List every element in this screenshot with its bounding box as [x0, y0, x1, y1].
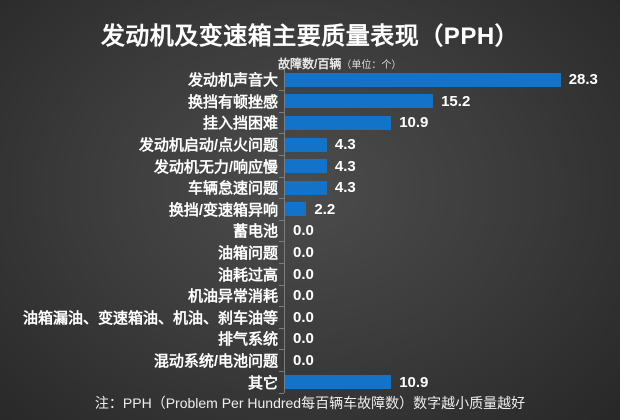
bar-area: 10.9	[285, 112, 428, 134]
bar-area: 0.0	[285, 220, 314, 242]
bar-area: 0.0	[285, 242, 314, 264]
bar-row: 发动机声音大 28.3	[0, 69, 620, 91]
category-label: 发动机启动/点火问题	[138, 137, 278, 155]
value-axis-caption: 故障数/百辆（单位：个）	[278, 55, 401, 72]
axis-tick	[279, 284, 284, 286]
bar-row: 混动系统/电池问题 0.0	[0, 350, 620, 372]
category-label: 发动机无力/响应慢	[153, 158, 278, 176]
bar-row: 油箱问题 0.0	[0, 242, 620, 264]
bar-value-label: 4.3	[334, 179, 356, 197]
category-label: 换挡有顿挫感	[187, 93, 278, 111]
footnote: 注：PPH（Problem Per Hundred每百辆车故障数）数字越小质量越…	[94, 395, 526, 411]
bar-row: 油耗过高 0.0	[0, 263, 620, 285]
category-label: 混动系统/电池问题	[153, 353, 278, 371]
bar-area: 28.3	[285, 69, 598, 91]
bar-area: 4.3	[285, 134, 356, 156]
bar-row: 车辆怠速问题 4.3	[0, 177, 620, 199]
bar-value-label: 10.9	[399, 373, 429, 391]
category-label: 其它	[247, 374, 278, 392]
axis-tick	[279, 68, 284, 70]
axis-tick	[279, 111, 284, 113]
bar-value-label: 4.3	[334, 157, 356, 175]
axis-tick	[279, 133, 284, 135]
bar-area: 0.0	[285, 328, 314, 350]
bar	[285, 137, 327, 152]
value-axis	[279, 68, 285, 394]
bar-value-label: 0.0	[293, 308, 314, 326]
bar-area: 4.3	[285, 177, 356, 199]
axis-tick	[279, 219, 284, 221]
bar	[285, 375, 392, 390]
bar-value-label: 28.3	[568, 71, 598, 89]
bar-value-label: 15.2	[441, 92, 471, 110]
category-label: 车辆怠速问题	[187, 180, 278, 198]
bar	[285, 94, 434, 109]
bar-value-label: 2.2	[314, 200, 336, 218]
bar	[285, 180, 327, 195]
axis-tick	[279, 176, 284, 178]
bar-area: 0.0	[285, 307, 314, 329]
bar-row: 发动机启动/点火问题 4.3	[0, 134, 620, 156]
chart-title: 发动机及变速箱主要质量表现（PPH）	[100, 23, 520, 50]
category-label: 挂入挡困难	[202, 115, 278, 133]
bar-row: 换挡有顿挫感 15.2	[0, 91, 620, 113]
bar-area: 2.2	[285, 199, 335, 221]
bar-value-label: 0.0	[293, 330, 314, 348]
bar-row: 蓄电池 0.0	[0, 220, 620, 242]
bar	[285, 72, 561, 87]
axis-tick	[279, 90, 284, 92]
bar-value-label: 0.0	[293, 244, 314, 262]
bar-row: 换挡/变速箱异响 2.2	[0, 199, 620, 221]
axis-tick	[279, 327, 284, 329]
bar-value-label: 10.9	[399, 114, 429, 132]
bar-value-label: 0.0	[293, 287, 314, 305]
bar-value-label: 0.0	[293, 265, 314, 283]
value-axis-caption-main: 故障数/百辆	[278, 57, 342, 71]
bar-area: 0.0	[285, 350, 314, 372]
category-label: 发动机声音大	[187, 72, 278, 90]
bar	[285, 159, 327, 174]
bar-value-label: 4.3	[334, 136, 356, 154]
bar-area: 0.0	[285, 285, 314, 307]
axis-tick	[279, 154, 284, 156]
category-label: 油耗过高	[217, 266, 278, 284]
axis-tick	[279, 262, 284, 264]
bar	[285, 202, 307, 217]
bar-value-label: 0.0	[293, 352, 314, 370]
category-label: 油箱漏油、变速箱油、机油、刹车油等	[22, 309, 278, 327]
axis-tick	[279, 370, 284, 372]
bar-row: 油箱漏油、变速箱油、机油、刹车油等 0.0	[0, 307, 620, 329]
bar-row: 发动机无力/响应慢 4.3	[0, 155, 620, 177]
bar-rows: 发动机声音大 28.3 换挡有顿挫感 15.2 挂入挡困难 10.9 发动机启动/点火问题 4…	[0, 69, 620, 393]
bar-row: 挂入挡困难 10.9	[0, 112, 620, 134]
category-label: 换挡/变速箱异响	[168, 201, 278, 219]
category-label: 油箱问题	[217, 245, 278, 263]
bar-area: 0.0	[285, 263, 314, 285]
bar-row: 机油异常消耗 0.0	[0, 285, 620, 307]
bar-row: 其它 10.9	[0, 371, 620, 393]
axis-tick	[279, 306, 284, 308]
category-label: 排气系统	[217, 331, 278, 349]
bar-area: 4.3	[285, 155, 356, 177]
bar-row: 排气系统 0.0	[0, 328, 620, 350]
bar-area: 15.2	[285, 91, 470, 113]
category-label: 蓄电池	[232, 223, 278, 241]
axis-tick	[279, 349, 284, 351]
category-label: 机油异常消耗	[187, 288, 278, 306]
bar	[285, 115, 392, 130]
bar-area: 10.9	[285, 371, 428, 393]
bar-value-label: 0.0	[293, 222, 314, 240]
axis-tick	[279, 198, 284, 200]
axis-tick	[279, 392, 284, 394]
value-axis-caption-unit: （单位：个）	[341, 60, 402, 71]
axis-tick	[279, 241, 284, 243]
